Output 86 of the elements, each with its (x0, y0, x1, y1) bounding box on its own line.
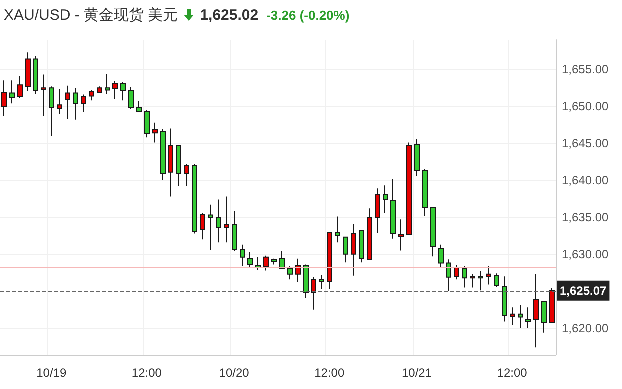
y-tick-label: 1,630.00 (562, 247, 610, 262)
candlestick (343, 236, 348, 264)
x-tick-label: 10/19 (36, 366, 67, 380)
candlestick (351, 224, 356, 276)
candlestick (89, 90, 94, 102)
candlestick (168, 128, 173, 198)
candlestick (319, 274, 324, 290)
candlestick (247, 252, 253, 269)
candlestick (279, 250, 285, 270)
candlestick (438, 244, 444, 268)
y-tick-label: 1,640.00 (562, 173, 610, 188)
candlestick (422, 168, 428, 216)
candlestick (65, 85, 70, 120)
candlestick (263, 255, 269, 272)
candlestick (240, 244, 245, 267)
candlestick (120, 82, 126, 102)
candlestick (390, 178, 396, 240)
y-tick-label: 1,645.00 (562, 136, 610, 151)
candlestick (470, 274, 475, 288)
candlestick (200, 212, 205, 240)
candlestick (486, 266, 491, 286)
candlestick (430, 207, 436, 258)
candlestick (311, 276, 316, 310)
candlestick (287, 266, 293, 280)
candlestick (208, 204, 213, 250)
candlestick (525, 307, 531, 329)
candlestick (184, 164, 189, 187)
candlestick (136, 100, 142, 113)
candlestick (375, 188, 380, 234)
candlestick (518, 304, 523, 329)
candlestick (9, 80, 15, 104)
candlestick (81, 94, 86, 113)
candlestick (359, 230, 364, 264)
candlestick (541, 300, 547, 334)
candlestick (192, 164, 197, 234)
candlestick (216, 199, 221, 244)
candlestick (152, 122, 158, 144)
candlestick (105, 74, 110, 94)
candlestick (398, 219, 404, 252)
candlestick (478, 270, 483, 292)
candlestick (1, 80, 7, 117)
candlestick (112, 80, 118, 100)
candlestick (383, 185, 388, 214)
candlestick (327, 232, 332, 290)
candlestick (232, 211, 237, 252)
x-tick-label: 12:00 (314, 366, 345, 380)
candlestick (335, 216, 340, 244)
candlestick (295, 258, 301, 284)
candlestick (57, 89, 62, 114)
candlestick (533, 274, 539, 348)
y-tick-label: 1,635.00 (562, 210, 610, 224)
candlestick (144, 110, 150, 138)
candlestick (510, 307, 515, 326)
candlestick (49, 86, 54, 137)
candlestick (446, 259, 451, 292)
candlestick (502, 276, 507, 322)
candlestick (414, 138, 420, 177)
y-tick-label: 1,650.00 (562, 100, 610, 114)
candlestick (454, 265, 459, 280)
candlestick (549, 288, 555, 323)
candlestick (160, 128, 166, 181)
candlestick (271, 258, 277, 266)
x-tick-label: 12:00 (497, 366, 528, 380)
candlestick (462, 266, 467, 288)
y-tick-label: 1,620.00 (562, 321, 610, 336)
candlestick (41, 74, 46, 117)
x-tick-label: 10/20 (219, 366, 250, 380)
candlestick (97, 86, 102, 94)
candlestick (303, 264, 309, 299)
candlestick (17, 76, 23, 99)
candlestick (33, 56, 38, 94)
candlestick (73, 88, 78, 120)
text: 1,625.02 (200, 6, 259, 24)
y-tick-label: 1,655.00 (562, 62, 610, 77)
ref-line-label: 1,625.07 (560, 284, 608, 298)
candlestick (25, 52, 31, 92)
candlestick (176, 144, 181, 187)
candlestick (128, 86, 134, 110)
x-tick-label: 12:00 (132, 366, 162, 380)
candlestick (224, 196, 229, 244)
candlestick (494, 273, 499, 288)
text: -3.26 (-0.20%) (266, 8, 350, 22)
candlestick (367, 208, 372, 261)
candlestick (406, 142, 412, 236)
chart-title: XAU/USD - 黄金现货 美元 (4, 6, 178, 24)
x-tick-label: 10/21 (402, 366, 432, 380)
